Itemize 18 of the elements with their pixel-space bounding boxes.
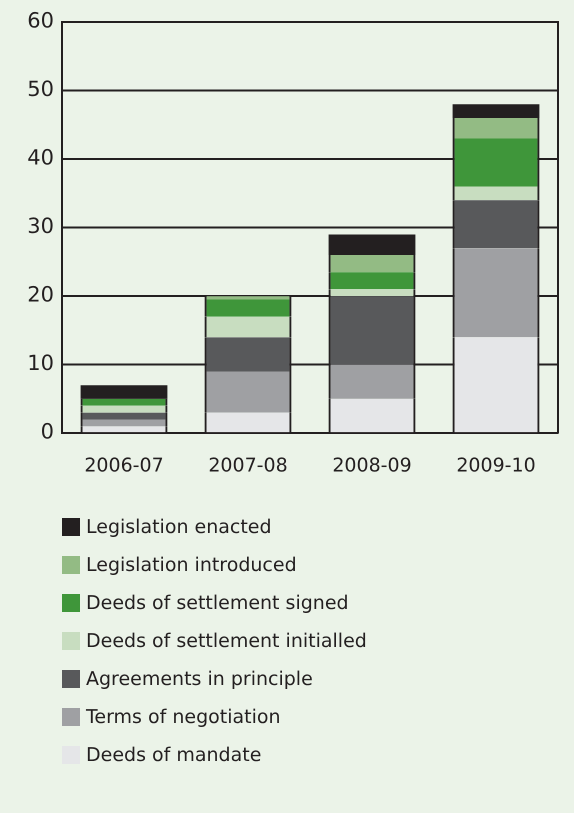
legend-label: Deeds of mandate: [86, 744, 262, 766]
y-tick-label: 20: [27, 282, 54, 307]
x-tick-label: 2009-10: [456, 454, 536, 477]
y-tick-label: 60: [27, 8, 54, 32]
y-tick-label: 40: [27, 146, 54, 170]
legend-label: Deeds of settlement initialled: [86, 630, 367, 652]
y-tick-label: 10: [27, 351, 54, 376]
y-tick-label: 0: [40, 420, 54, 444]
legend-label: Agreements in principle: [86, 668, 313, 690]
legend-label: Legislation enacted: [86, 516, 272, 538]
legend-label: Legislation introduced: [86, 554, 297, 576]
legend-label: Deeds of settlement signed: [86, 592, 349, 614]
x-tick-label: 2007-08: [208, 454, 288, 477]
x-tick-label: 2008-09: [332, 454, 412, 477]
y-tick-label: 50: [27, 76, 54, 101]
x-tick-label: 2006-07: [84, 454, 164, 477]
legend-label: Terms of negotiation: [86, 706, 281, 728]
y-tick-label: 30: [27, 214, 54, 238]
